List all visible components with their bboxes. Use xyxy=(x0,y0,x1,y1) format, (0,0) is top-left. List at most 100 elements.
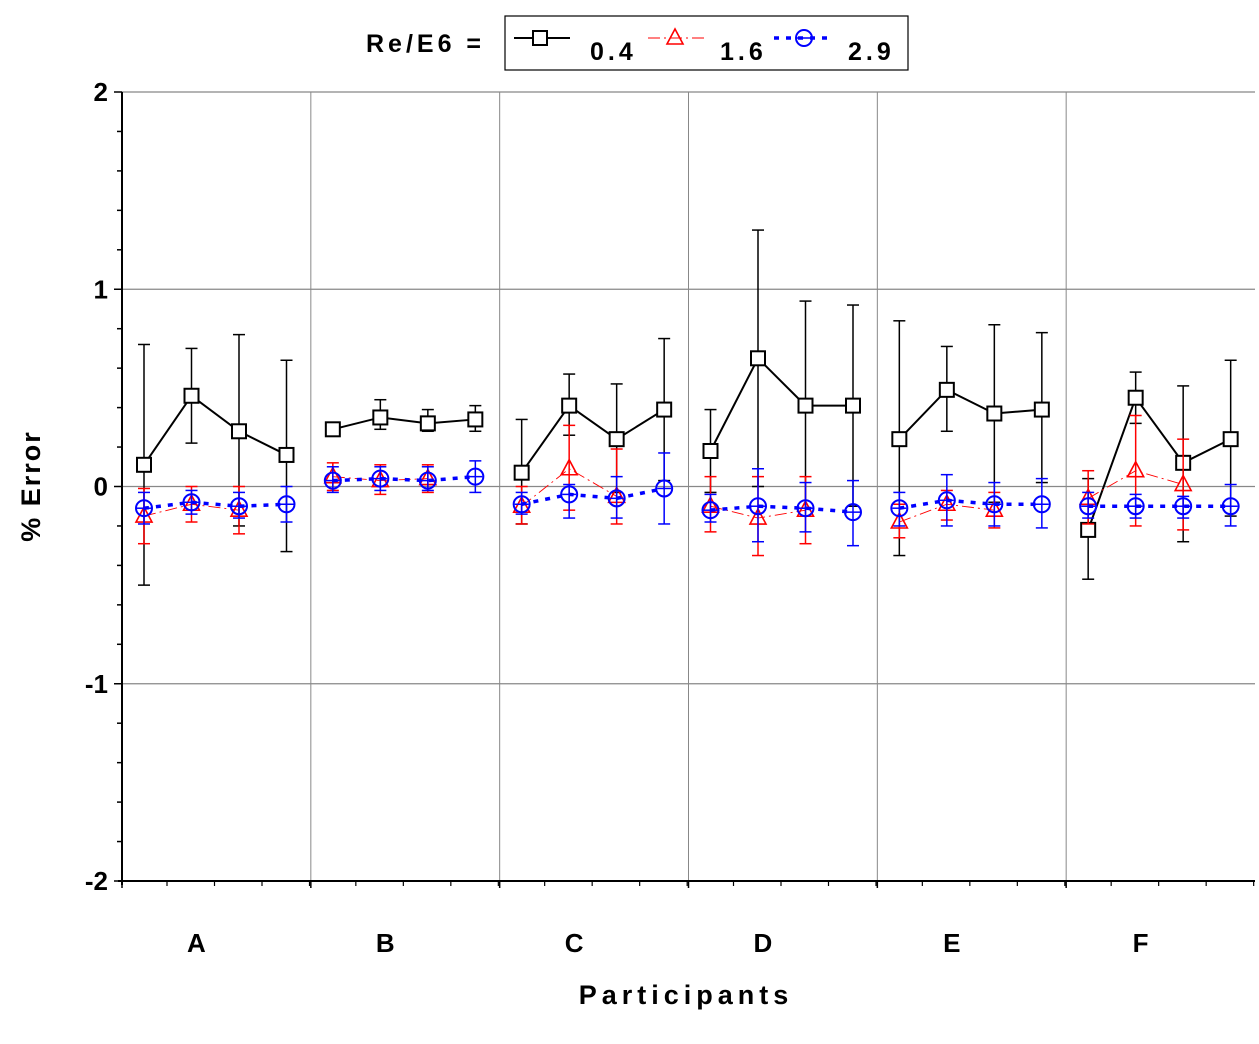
error-bar xyxy=(847,479,859,547)
data-point xyxy=(938,381,955,398)
data-point xyxy=(1127,389,1144,406)
error-bar xyxy=(563,483,576,519)
marker-ring xyxy=(1032,495,1051,514)
legend-prefix: Re/E6 = xyxy=(366,30,485,58)
marker-ring xyxy=(371,469,390,488)
error-bar xyxy=(1224,483,1237,527)
data-point xyxy=(1080,521,1097,538)
data-point xyxy=(655,479,674,498)
data-point xyxy=(889,511,909,529)
category-label: F xyxy=(1133,928,1149,958)
legend: 0.4 1.6 2.9 xyxy=(514,27,891,66)
data-point xyxy=(419,415,436,432)
marker-ring xyxy=(749,497,767,516)
category-label: A xyxy=(187,928,206,958)
marker-ring xyxy=(560,485,579,504)
series-line xyxy=(332,416,476,431)
marker-ring xyxy=(418,471,437,490)
data-point xyxy=(986,405,1003,422)
error-bar xyxy=(610,475,623,519)
data-point xyxy=(372,409,389,426)
marker-ring xyxy=(701,501,720,520)
data-point xyxy=(513,464,530,481)
y-tick-label: -2 xyxy=(85,866,108,896)
data-point xyxy=(323,471,342,490)
series-line xyxy=(709,356,853,452)
data-point xyxy=(891,431,908,448)
marker-ring xyxy=(1174,497,1193,516)
series-line xyxy=(898,388,1042,440)
data-point xyxy=(182,493,201,512)
marker-ring xyxy=(890,499,909,518)
marker-ring xyxy=(466,467,485,486)
data-point xyxy=(135,499,153,518)
data-point xyxy=(231,423,247,440)
data-point xyxy=(796,499,815,518)
legend-marker xyxy=(532,30,548,46)
marker-ring xyxy=(937,491,956,510)
data-point xyxy=(183,387,200,404)
legend-entry-0.4: 0.4 xyxy=(514,30,637,66)
legend-entry-2.9: 2.9 xyxy=(774,29,891,66)
marker-ring xyxy=(796,499,815,518)
data-point xyxy=(561,397,578,414)
data-point xyxy=(1221,497,1240,516)
data-point xyxy=(324,421,341,438)
error-bar xyxy=(1035,477,1048,529)
data-point xyxy=(277,495,296,514)
data-point xyxy=(512,495,531,514)
legend-box xyxy=(504,15,909,71)
data-point xyxy=(890,499,909,518)
x-axis-title: Participants xyxy=(579,980,794,1010)
y-tick-label: 1 xyxy=(94,274,108,304)
marker-ring xyxy=(985,495,1004,514)
data-point xyxy=(749,497,767,516)
y-tick-label: -1 xyxy=(85,669,108,699)
data-point xyxy=(1126,460,1145,478)
data-point xyxy=(844,503,862,522)
data-point xyxy=(466,467,485,486)
data-point xyxy=(278,446,295,463)
category-label: E xyxy=(943,928,960,958)
series-line xyxy=(143,394,287,466)
series-line xyxy=(521,486,665,506)
marker-ring xyxy=(135,499,153,518)
data-point xyxy=(985,495,1004,514)
marker-ring xyxy=(323,471,342,490)
marker-ring xyxy=(1079,497,1098,516)
series-line xyxy=(520,404,665,474)
marker-ring xyxy=(1126,497,1145,516)
marker-ring xyxy=(655,479,674,498)
data-point xyxy=(797,397,814,414)
marker-ring xyxy=(182,493,201,512)
marker-ring xyxy=(230,497,248,516)
data-point xyxy=(230,497,248,516)
y-tick-label: 0 xyxy=(94,472,108,502)
legend-label: 1.6 xyxy=(720,38,767,66)
data-point xyxy=(560,485,579,504)
series-0.4 xyxy=(136,229,1239,586)
y-axis-title: % Error xyxy=(16,430,46,542)
legend-entry-1.6: 1.6 xyxy=(648,27,767,66)
data-point xyxy=(1222,431,1239,448)
data-point xyxy=(937,491,956,510)
data-point xyxy=(371,469,390,488)
marker-ring xyxy=(512,495,531,514)
legend-label: 0.4 xyxy=(590,38,637,66)
data-point xyxy=(1174,497,1193,516)
data-point xyxy=(845,397,861,414)
y-tick-label: 2 xyxy=(94,77,108,107)
data-point xyxy=(701,501,720,520)
data-point xyxy=(656,401,673,418)
legend-marker xyxy=(665,27,685,45)
marker-ring xyxy=(607,489,626,508)
data-point xyxy=(608,431,625,448)
marker-ring xyxy=(844,503,862,522)
data-point xyxy=(136,456,152,473)
legend-marker xyxy=(795,29,813,47)
error-bar xyxy=(799,481,812,533)
data-point xyxy=(559,458,579,476)
data-point xyxy=(1126,497,1145,516)
marker-ring xyxy=(277,495,296,514)
